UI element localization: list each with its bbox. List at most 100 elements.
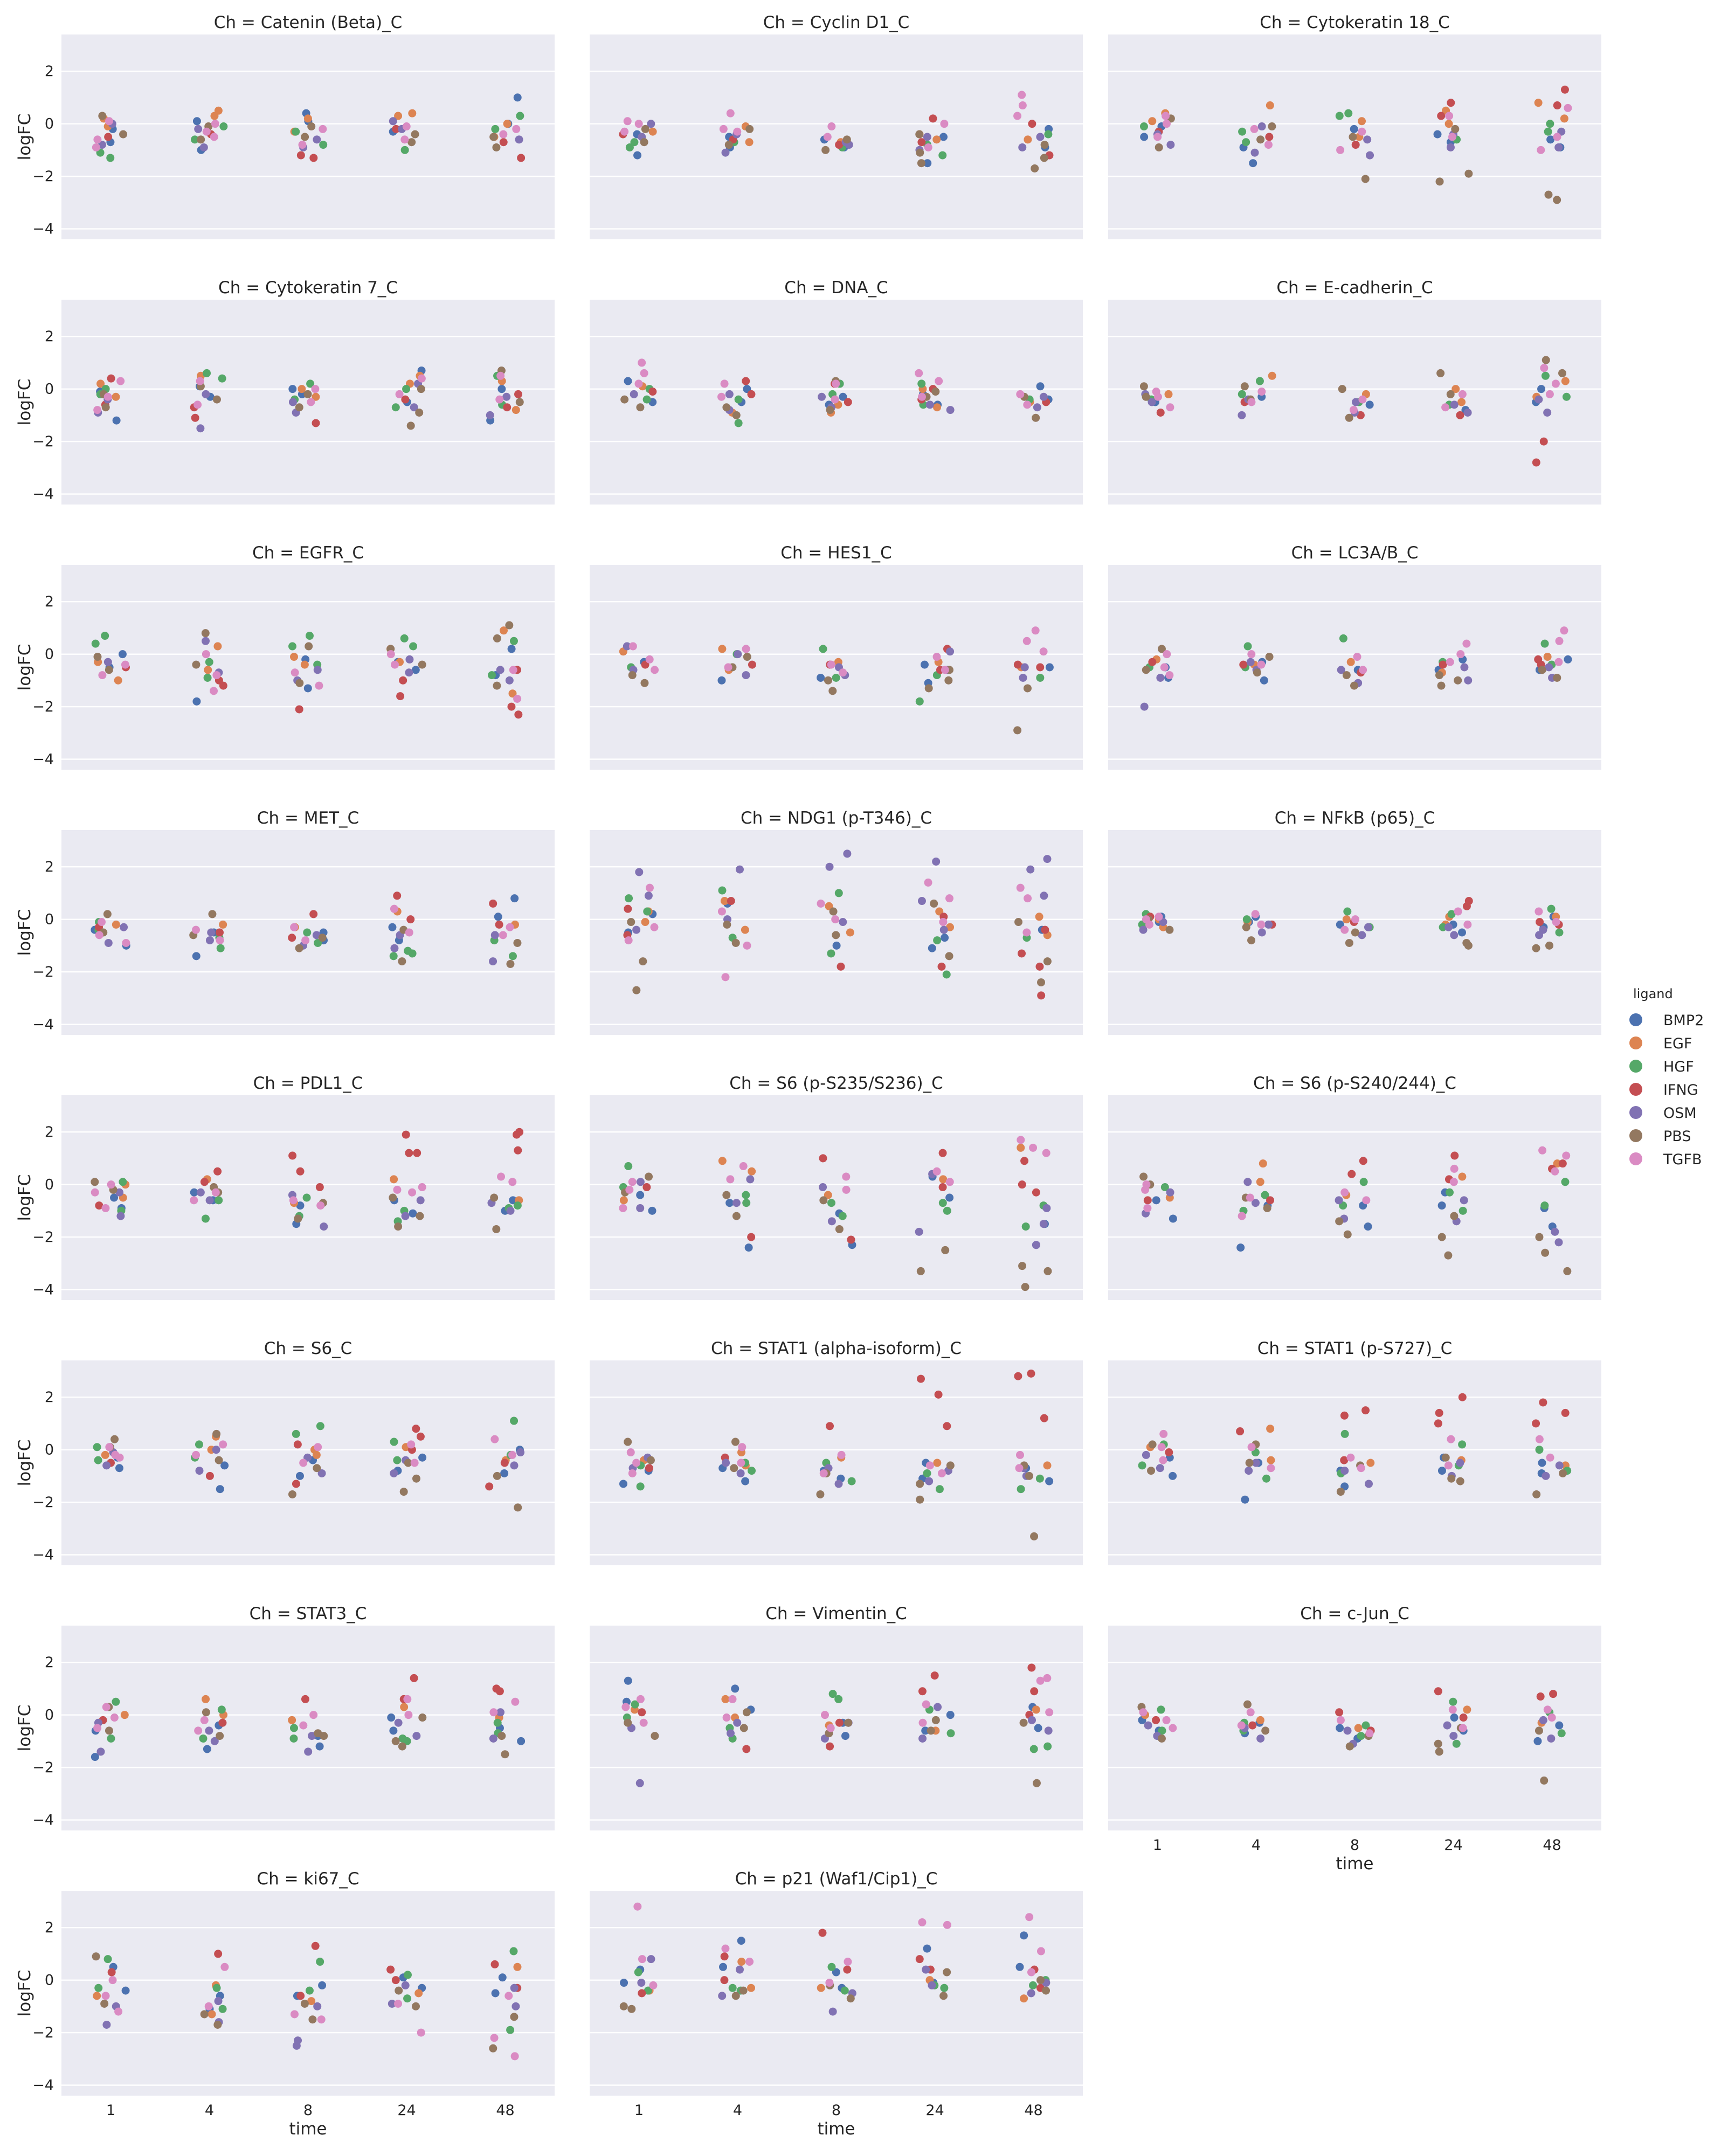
- data-point: [625, 894, 633, 903]
- facet-panel: Ch = S6_C −4 −2 0 2 logFC: [15, 1339, 555, 1565]
- data-point: [105, 666, 113, 674]
- data-point: [835, 141, 844, 149]
- data-point: [318, 934, 327, 942]
- data-point: [417, 374, 426, 383]
- data-point: [1138, 1461, 1146, 1470]
- data-point: [1555, 1721, 1564, 1730]
- data-point: [827, 1217, 836, 1226]
- data-point: [395, 1986, 403, 1995]
- data-point: [1545, 390, 1554, 398]
- data-point: [1343, 907, 1352, 916]
- data-point: [917, 392, 926, 401]
- data-point: [742, 377, 750, 385]
- y-tick-label: 2: [45, 1919, 54, 1936]
- data-point: [192, 952, 201, 960]
- data-point: [400, 634, 409, 642]
- data-point: [107, 1734, 115, 1743]
- data-point: [1043, 957, 1052, 966]
- data-point: [839, 392, 847, 401]
- data-point: [1036, 382, 1045, 391]
- data-point: [1464, 941, 1473, 950]
- data-point: [510, 1984, 519, 1992]
- data-point: [1246, 1193, 1254, 1202]
- data-point: [626, 1448, 635, 1457]
- data-point: [726, 109, 735, 118]
- data-point: [925, 1461, 934, 1470]
- data-point: [507, 645, 516, 653]
- data-point: [202, 127, 211, 136]
- data-point: [641, 918, 649, 927]
- data-point: [627, 918, 635, 927]
- data-point: [298, 141, 307, 149]
- y-tick-label: −2: [32, 1759, 54, 1776]
- data-point: [1263, 1204, 1271, 1212]
- data-point: [937, 1469, 946, 1477]
- y-tick-label: −4: [32, 751, 54, 768]
- data-point: [744, 1243, 753, 1252]
- panel-title: Ch = NFkB (p65)_C: [1275, 808, 1435, 828]
- data-point: [1042, 1986, 1050, 1995]
- data-point: [192, 660, 201, 669]
- data-point: [1448, 133, 1457, 141]
- data-point: [1160, 663, 1169, 672]
- data-point: [1265, 653, 1274, 661]
- legend-marker: [1629, 1129, 1642, 1142]
- data-point: [495, 920, 503, 929]
- data-point: [642, 1183, 651, 1192]
- data-point: [513, 694, 522, 703]
- data-point: [413, 1149, 421, 1157]
- data-point: [1158, 1726, 1166, 1735]
- data-point: [938, 151, 947, 160]
- data-point: [1562, 1151, 1571, 1160]
- data-point: [296, 151, 305, 160]
- data-point: [1030, 1532, 1039, 1540]
- data-point: [500, 626, 508, 635]
- data-point: [1336, 1724, 1344, 1732]
- data-point: [486, 411, 494, 419]
- data-point: [110, 1713, 119, 1722]
- data-point: [1561, 1408, 1570, 1417]
- data-point: [640, 369, 648, 377]
- data-point: [842, 135, 851, 144]
- data-point: [302, 1193, 311, 1202]
- data-point: [922, 1965, 930, 1974]
- data-point: [1555, 928, 1564, 937]
- data-point: [1535, 931, 1544, 939]
- data-point: [1166, 141, 1175, 149]
- data-point: [215, 928, 224, 937]
- data-point: [1535, 907, 1543, 916]
- data-point: [1139, 925, 1148, 934]
- data-point: [828, 2007, 837, 2016]
- data-point: [511, 1697, 520, 1706]
- data-point: [834, 1695, 843, 1703]
- data-point: [1454, 907, 1462, 916]
- data-point: [1534, 99, 1543, 107]
- data-point: [1143, 1196, 1152, 1205]
- data-point: [1538, 1459, 1546, 1467]
- y-tick-label: −4: [32, 1282, 54, 1298]
- x-tick-label: 24: [397, 2102, 416, 2119]
- data-point: [748, 660, 756, 669]
- y-tick-label: −4: [32, 1017, 54, 1033]
- data-point: [1540, 1776, 1549, 1785]
- data-point: [218, 2005, 227, 2013]
- y-tick-label: −2: [32, 1229, 54, 1246]
- data-point: [646, 1456, 655, 1464]
- data-point: [1434, 1419, 1442, 1428]
- data-point: [827, 1962, 836, 1971]
- data-point: [203, 369, 211, 377]
- data-point: [107, 1968, 116, 1977]
- data-point: [315, 681, 323, 690]
- data-point: [1538, 666, 1546, 674]
- data-point: [408, 109, 417, 118]
- data-point: [742, 1708, 751, 1717]
- data-point: [1544, 127, 1552, 136]
- data-point: [817, 1984, 825, 1992]
- data-point: [819, 1154, 827, 1163]
- data-point: [313, 666, 322, 674]
- data-point: [1532, 1490, 1541, 1498]
- data-point: [208, 2010, 216, 2019]
- data-point: [1020, 663, 1029, 672]
- data-point: [1335, 1217, 1344, 1226]
- data-point: [114, 676, 122, 685]
